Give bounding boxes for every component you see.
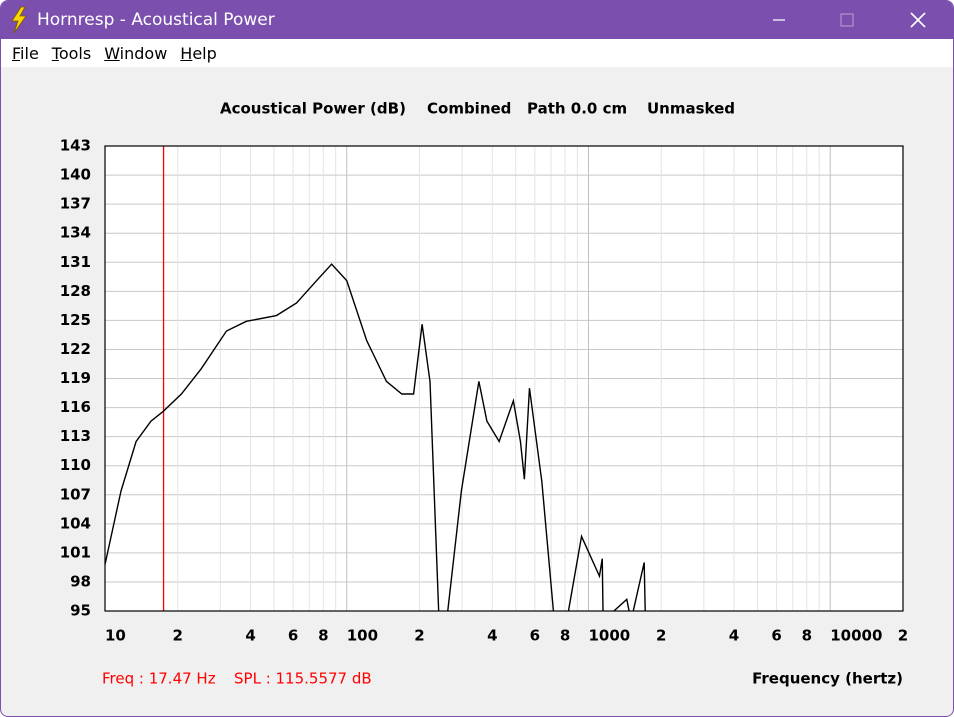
status-spl: SPL : 115.5577 dB: [234, 670, 372, 688]
y-tick-label: 128: [60, 282, 91, 300]
y-tick-label: 143: [60, 137, 91, 155]
maximize[interactable]: [840, 13, 854, 27]
y-tick-label: 116: [60, 398, 91, 416]
x-tick-label: 2: [898, 627, 908, 645]
y-tick-label: 137: [60, 195, 91, 213]
x-tick-label: 8: [802, 627, 812, 645]
menu-item[interactable]: Help: [180, 44, 217, 63]
y-tick-label: 134: [60, 224, 91, 242]
x-tick-label: 2: [414, 627, 424, 645]
y-tick-label: 107: [60, 485, 91, 503]
window-controls[interactable]: [773, 1, 953, 39]
x-tick-label: 8: [318, 627, 328, 645]
y-tick-label: 140: [60, 166, 91, 184]
y-tick-label: 131: [60, 253, 91, 271]
menu-bar: File Tools Window Help: [1, 39, 953, 67]
chart-title: Unmasked: [647, 100, 735, 118]
chart-title: Acoustical Power (dB): [220, 100, 406, 118]
chart-title: Combined: [427, 100, 511, 118]
y-tick-label: 125: [60, 311, 91, 329]
y-tick-label: 101: [60, 543, 91, 561]
x-tick-label: 2: [173, 627, 183, 645]
y-tick-label: 110: [60, 456, 91, 474]
x-tick-label: 100: [347, 627, 378, 645]
data-line: [105, 263, 646, 611]
x-tick-label: 4: [245, 627, 255, 645]
title-bar: Hornresp - Acoustical Power: [1, 1, 953, 39]
close[interactable]: [910, 12, 926, 28]
menu-item[interactable]: File: [12, 44, 39, 63]
menu-item[interactable]: Tools: [51, 44, 92, 63]
x-tick-label: 2: [656, 627, 666, 645]
x-tick-label: 10000: [830, 627, 882, 645]
chart-title: Path 0.0 cm: [527, 100, 627, 118]
y-tick-label: 119: [60, 369, 91, 387]
x-axis-label: Frequency (hertz): [752, 670, 903, 688]
x-tick-label: 1000: [588, 627, 630, 645]
app-icon: [11, 6, 27, 34]
x-tick-label: 4: [729, 627, 739, 645]
menu-item[interactable]: Window: [104, 44, 168, 63]
x-tick-label: 8: [560, 627, 570, 645]
y-tick-label: 98: [70, 572, 91, 590]
x-tick-label: 6: [288, 627, 298, 645]
status-freq: Freq : 17.47 Hz: [102, 670, 216, 688]
x-tick-label: 6: [530, 627, 540, 645]
y-tick-label: 95: [70, 602, 91, 620]
x-tick-label: 4: [487, 627, 497, 645]
x-tick-label: 6: [771, 627, 781, 645]
y-tick-label: 104: [60, 514, 91, 532]
plot-frame: [104, 145, 904, 612]
x-tick-label: 10: [105, 627, 126, 645]
chart: Acoustical Power (dB) Combined Path 0.0 cm…: [60, 100, 909, 688]
window-title: Hornresp - Acoustical Power: [37, 10, 275, 30]
y-tick-label: 122: [60, 340, 91, 358]
y-tick-label: 113: [60, 427, 91, 445]
